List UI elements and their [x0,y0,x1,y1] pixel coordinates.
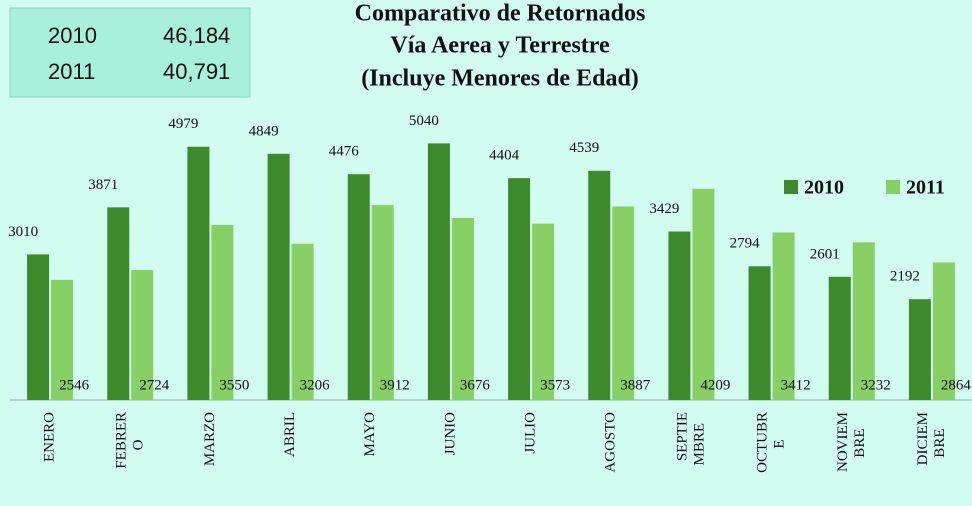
total-value: 46,184 [163,23,230,48]
data-label: 4404 [489,148,520,164]
label-line: E [772,440,788,449]
data-label: 3887 [620,377,651,393]
x-tick-label: FEBRERO [114,412,147,469]
bar [427,143,450,400]
bar [668,231,691,400]
data-label: 3573 [540,377,570,393]
data-label: 3912 [380,377,410,393]
x-tick-label: DICIEMBRE [915,412,948,465]
bar [588,170,611,400]
bar [27,254,50,400]
data-label: 2724 [139,377,170,393]
data-label: 3676 [460,377,491,393]
x-tick-label: ABRIL [282,412,298,457]
bar [692,188,715,400]
bar [267,153,290,400]
bar [107,207,130,400]
bar [51,279,74,400]
data-label: 2864 [941,377,972,393]
bar [371,205,394,400]
data-label: 2192 [890,269,920,285]
x-tick-label: NOVIEMBRE [835,412,868,472]
data-label: 4476 [329,144,360,160]
label-line: OCTUBR [755,412,771,473]
x-tick-label: JULIO [523,412,539,454]
bar [612,206,635,400]
total-value: 40,791 [163,59,230,84]
bar [908,299,931,400]
bar [932,262,955,400]
x-tick-label: MAYO [362,412,378,457]
data-label: 3429 [649,201,679,217]
label-line: NOVIEM [835,412,851,472]
bar [451,218,474,400]
label-line: BRE [932,429,948,458]
data-label: 4539 [569,140,599,156]
x-tick-label: ENERO [42,412,58,462]
chart-title: (Incluye Menores de Edad) [361,66,639,92]
x-tick-label: MARZO [202,412,218,466]
bar [532,223,555,400]
data-label: 2794 [730,236,761,252]
bar [347,174,370,400]
data-label: 3206 [300,377,331,393]
legend-swatch [784,180,798,194]
x-tick-label: SEPTIEMBRE [675,412,708,466]
bar [748,266,771,400]
data-label: 4209 [700,377,730,393]
label-line: SEPTIE [675,412,691,461]
x-tick-label: JUNIO [442,412,458,455]
label-line: BRE [852,429,868,458]
bar [131,270,154,400]
label-line: MBRE [692,423,708,466]
legend-swatch [886,180,900,194]
data-label: 3010 [8,224,38,240]
x-tick-label: OCTUBRE [755,412,788,473]
chart-title: Vía Aerea y Terrestre [390,33,610,59]
data-label: 4849 [249,123,279,139]
x-tick-label: AGOSTO [603,412,619,473]
bar [508,178,531,400]
chart-title: Comparativo de Retornados [355,1,646,27]
legend-label: 2011 [906,177,945,199]
data-label: 5040 [409,113,439,129]
label-line: FEBRER [114,412,130,469]
total-year: 2010 [48,23,97,48]
data-label: 2601 [810,246,840,262]
bar [852,242,875,400]
label-line: DICIEM [915,412,931,465]
bar [291,243,314,400]
label-line: O [131,439,147,450]
data-label: 2546 [59,377,89,393]
bar [211,224,234,400]
total-year: 2011 [48,59,95,84]
totals-box [9,7,251,98]
bar [187,146,210,400]
legend-label: 2010 [804,177,844,199]
bar [772,232,795,400]
data-label: 3550 [219,377,249,393]
data-label: 3232 [861,377,891,393]
data-label: 4979 [168,116,198,132]
data-label: 3871 [88,177,118,193]
bar [828,276,851,400]
data-label: 3412 [781,377,811,393]
